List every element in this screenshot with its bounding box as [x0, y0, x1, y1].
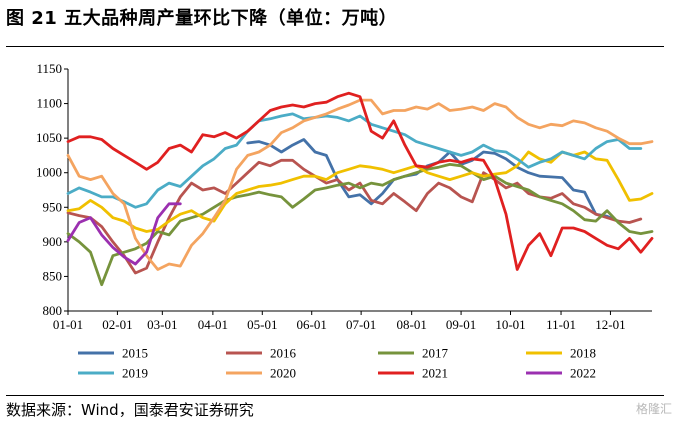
- x-tick-label: 05-01: [247, 317, 277, 332]
- series-line-2017: [66, 163, 654, 287]
- series-line-2022: [66, 202, 182, 266]
- chart-legend: 2015 2016 2017 2018 2019 2020 2021 2022: [78, 346, 596, 381]
- watermark: 格隆汇: [635, 402, 672, 416]
- x-tick-label: 08-01: [396, 317, 426, 332]
- title-rule: [6, 46, 664, 47]
- legend-label-2015: 2015: [122, 346, 148, 361]
- chart-title: 图 21 五大品种周产量环比下降（单位：万吨）: [6, 8, 398, 29]
- x-tick-label: 04-01: [198, 317, 228, 332]
- legend-label-2018: 2018: [570, 346, 596, 361]
- legend-label-2022: 2022: [570, 366, 596, 381]
- chart-axes: 800 850 900 950 1000 1050 1100 1150 01-01 02-01 03…: [36, 61, 652, 332]
- x-tick-label: 10-01: [495, 317, 525, 332]
- y-tick-label: 1050: [36, 130, 62, 145]
- legend-label-2017: 2017: [422, 346, 449, 361]
- x-tick-label: 06-01: [297, 317, 327, 332]
- y-tick-label: 950: [43, 199, 63, 214]
- y-tick-label: 1150: [36, 61, 62, 76]
- series-line-2018: [66, 150, 654, 233]
- legend-label-2019: 2019: [122, 366, 148, 381]
- chart-lines: [66, 91, 654, 287]
- y-tick-label: 1100: [36, 96, 62, 111]
- y-tick-label: 800: [43, 303, 63, 318]
- x-tick-label: 02-01: [102, 317, 132, 332]
- source-rule: [6, 395, 664, 396]
- legend-label-2016: 2016: [270, 346, 297, 361]
- source-note: 数据来源：Wind，国泰君安证券研究: [6, 401, 254, 419]
- series-line-2019: [66, 112, 643, 209]
- y-tick-label: 1000: [36, 165, 62, 180]
- legend-label-2021: 2021: [422, 366, 448, 381]
- legend-label-2020: 2020: [270, 366, 296, 381]
- x-tick-label: 11-01: [546, 317, 576, 332]
- x-tick-label: 03-01: [147, 317, 177, 332]
- x-tick-label: 09-01: [446, 317, 476, 332]
- y-tick-label: 850: [43, 268, 63, 283]
- y-tick-label: 900: [43, 234, 63, 249]
- x-tick-label: 01-01: [53, 317, 83, 332]
- line-chart: 800 850 900 950 1000 1050 1100 1150 01-01 02-01 03…: [36, 61, 654, 381]
- series-line-2021: [66, 91, 654, 271]
- x-tick-label: 07-01: [346, 317, 376, 332]
- x-tick-label: 12-01: [595, 317, 625, 332]
